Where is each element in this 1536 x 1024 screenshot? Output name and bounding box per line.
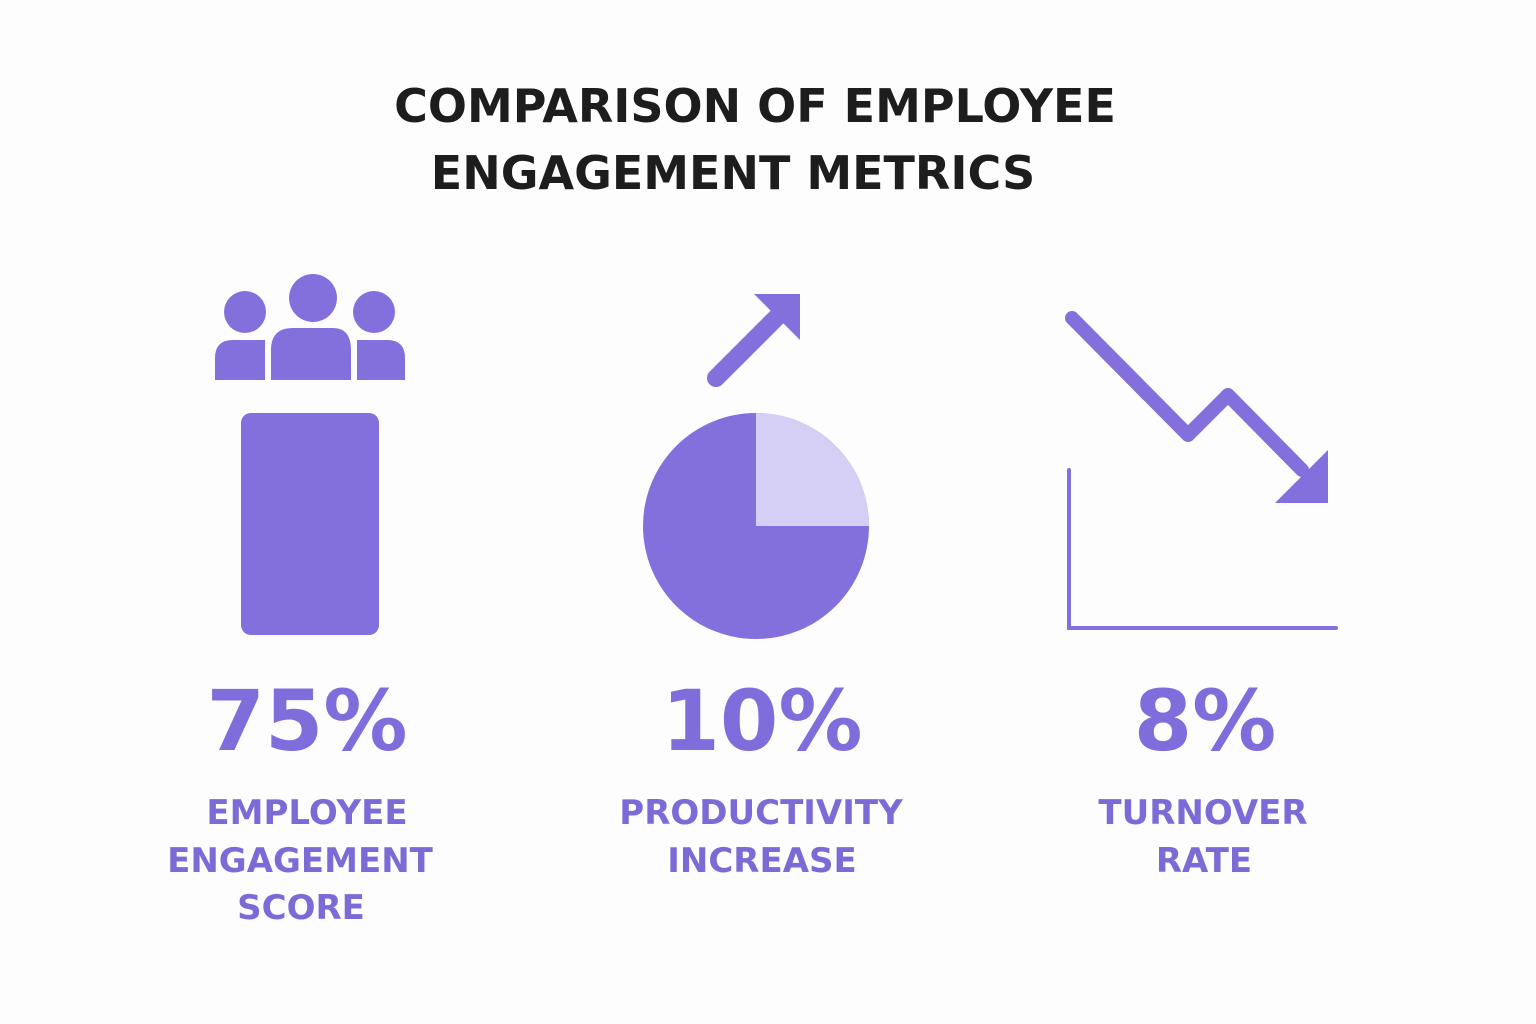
metric-value: 8% (1134, 672, 1277, 770)
metric-label: TURNOVER (1098, 793, 1307, 833)
metric-label: PRODUCTIVITY (619, 793, 903, 833)
title-line: ENGAGEMENT METRICS (431, 146, 1035, 200)
metric-label: SCORE (237, 888, 365, 928)
title-line: COMPARISON OF EMPLOYEE (394, 79, 1116, 133)
metric-label: RATE (1156, 841, 1252, 881)
people-icon (215, 274, 405, 380)
metric-label: INCREASE (667, 841, 857, 881)
bar-icon (241, 413, 379, 635)
metric-value: 75% (206, 672, 407, 770)
metric-label: EMPLOYEE (206, 793, 407, 833)
metric-label: ENGAGEMENT (167, 841, 434, 881)
arrow-up-icon (707, 294, 800, 387)
metric-value: 10% (661, 672, 862, 770)
trend-down-icon (1065, 311, 1338, 630)
pie-icon (643, 413, 869, 639)
